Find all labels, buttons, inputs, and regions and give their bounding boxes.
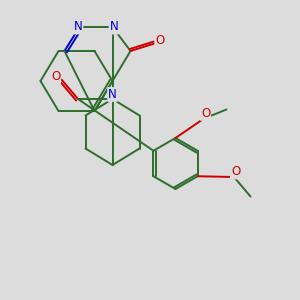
Text: N: N: [110, 20, 118, 34]
Text: O: O: [231, 165, 240, 178]
Text: N: N: [108, 88, 117, 101]
Text: O: O: [51, 70, 60, 83]
Text: O: O: [155, 34, 164, 47]
Text: N: N: [74, 20, 82, 34]
Text: O: O: [201, 107, 210, 120]
